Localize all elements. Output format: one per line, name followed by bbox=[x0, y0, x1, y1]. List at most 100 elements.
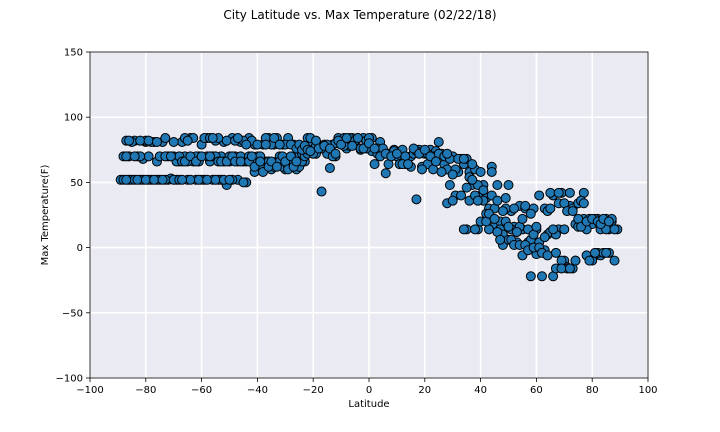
data-point bbox=[403, 159, 414, 170]
data-point bbox=[467, 159, 478, 170]
x-tick-label: −20 bbox=[303, 385, 324, 396]
y-tick-label: 150 bbox=[64, 48, 83, 59]
x-tick-label: 20 bbox=[418, 385, 431, 396]
data-point bbox=[210, 174, 221, 185]
data-point bbox=[559, 224, 570, 235]
data-point bbox=[570, 255, 581, 266]
data-point bbox=[352, 133, 363, 144]
data-point bbox=[536, 271, 547, 282]
data-point bbox=[433, 136, 444, 147]
data-point bbox=[525, 208, 536, 219]
data-point bbox=[447, 195, 458, 206]
y-tick-label: 50 bbox=[70, 178, 83, 189]
data-point bbox=[255, 156, 266, 167]
data-point bbox=[492, 195, 503, 206]
x-tick-label: −60 bbox=[191, 385, 212, 396]
x-tick-label: 40 bbox=[474, 385, 487, 396]
data-point bbox=[193, 174, 204, 185]
x-tick-label: −80 bbox=[135, 385, 156, 396]
data-point bbox=[564, 187, 575, 198]
data-point bbox=[271, 161, 282, 172]
data-point bbox=[444, 180, 455, 191]
data-point bbox=[336, 139, 347, 150]
data-point bbox=[143, 135, 154, 146]
x-tick-label: −100 bbox=[76, 385, 103, 396]
y-tick-label: 0 bbox=[77, 243, 83, 254]
data-point bbox=[369, 159, 380, 170]
data-point bbox=[517, 213, 528, 224]
data-point bbox=[495, 234, 506, 245]
data-point bbox=[584, 255, 595, 266]
data-point bbox=[456, 190, 467, 201]
y-axis-label: Max Temperature(F) bbox=[40, 165, 51, 266]
x-tick-label: −40 bbox=[247, 385, 268, 396]
data-point bbox=[252, 139, 263, 150]
x-tick-label: 80 bbox=[586, 385, 599, 396]
data-point bbox=[160, 133, 171, 144]
data-point bbox=[241, 139, 252, 150]
data-point bbox=[177, 174, 188, 185]
data-point bbox=[603, 216, 614, 227]
data-point bbox=[269, 133, 280, 144]
data-point bbox=[545, 203, 556, 214]
data-point bbox=[341, 133, 352, 144]
data-point bbox=[417, 164, 428, 175]
data-point bbox=[609, 255, 620, 266]
data-point bbox=[202, 174, 213, 185]
data-point bbox=[330, 148, 341, 159]
data-point bbox=[238, 177, 249, 188]
data-point bbox=[224, 174, 235, 185]
data-point bbox=[545, 187, 556, 198]
x-tick-label: 100 bbox=[638, 385, 657, 396]
data-point bbox=[369, 143, 380, 154]
y-tick-label: −50 bbox=[62, 308, 83, 319]
data-point bbox=[165, 151, 176, 162]
data-point bbox=[221, 135, 232, 146]
data-point bbox=[578, 198, 589, 209]
data-point bbox=[589, 247, 600, 258]
data-point bbox=[149, 174, 160, 185]
data-point bbox=[550, 247, 561, 258]
data-point bbox=[567, 206, 578, 217]
data-point bbox=[601, 247, 612, 258]
x-tick-label: 60 bbox=[530, 385, 543, 396]
data-point bbox=[609, 224, 620, 235]
data-point bbox=[458, 153, 469, 164]
data-point bbox=[260, 139, 271, 150]
data-points bbox=[115, 133, 623, 282]
data-point bbox=[143, 151, 154, 162]
data-point bbox=[475, 166, 486, 177]
data-point bbox=[548, 224, 559, 235]
data-point bbox=[531, 221, 542, 232]
data-point bbox=[509, 203, 520, 214]
data-point bbox=[458, 224, 469, 235]
data-point bbox=[391, 148, 402, 159]
data-point bbox=[232, 133, 243, 144]
data-point bbox=[196, 151, 207, 162]
data-point bbox=[316, 186, 327, 197]
data-point bbox=[121, 174, 132, 185]
data-point bbox=[542, 250, 553, 261]
data-point bbox=[419, 144, 430, 155]
data-point bbox=[182, 135, 193, 146]
data-point bbox=[124, 135, 135, 146]
data-point bbox=[132, 174, 143, 185]
data-point bbox=[467, 174, 478, 185]
data-point bbox=[564, 263, 575, 274]
data-point bbox=[461, 182, 472, 193]
data-point bbox=[553, 187, 564, 198]
data-point bbox=[503, 221, 514, 232]
data-point bbox=[347, 140, 358, 151]
data-point bbox=[520, 200, 531, 211]
data-point bbox=[185, 174, 196, 185]
data-point bbox=[492, 180, 503, 191]
data-point bbox=[411, 194, 422, 205]
data-point bbox=[168, 136, 179, 147]
data-point bbox=[291, 156, 302, 167]
data-point bbox=[235, 156, 246, 167]
data-point bbox=[503, 180, 514, 191]
axes: −100 −80 −60 −40 −20 0 20 40 60 80 100 −100 −50 0 50 10… bbox=[56, 48, 658, 397]
data-point bbox=[478, 185, 489, 196]
data-point bbox=[442, 148, 453, 159]
